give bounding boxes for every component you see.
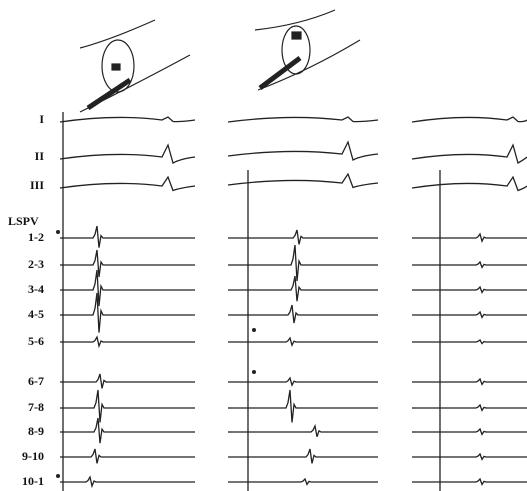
bipole-trace — [60, 475, 195, 489]
surface-trace — [227, 116, 379, 123]
bipole-trace — [228, 304, 378, 324]
bipole-trace — [412, 232, 527, 244]
bipole-trace — [60, 269, 195, 307]
lead-label: 3-4 — [28, 282, 44, 296]
surface-trace — [227, 140, 379, 161]
bipole-trace — [228, 336, 378, 348]
lead-labels: IIIIIILSPV1-22-33-44-55-66-77-88-99-1010… — [8, 112, 44, 488]
bipole-trace — [60, 225, 195, 248]
bipole-trace — [228, 448, 378, 464]
traces — [56, 112, 527, 491]
catheter-sketch-2 — [254, 9, 361, 91]
surface-trace — [411, 116, 527, 123]
surface-trace — [59, 143, 196, 164]
surface-trace — [59, 116, 196, 123]
bipole-trace — [60, 249, 195, 278]
bipole-trace — [228, 423, 378, 438]
bipole-trace — [228, 477, 378, 486]
bipole-trace — [412, 377, 527, 386]
bipole-trace — [412, 339, 527, 345]
marker-dot — [56, 474, 60, 478]
bipole-trace — [412, 427, 527, 436]
bipole-trace — [228, 244, 378, 282]
bipole-trace — [60, 335, 195, 349]
lead-label: 6-7 — [28, 374, 44, 388]
bipole-trace — [228, 376, 378, 388]
lead-label: 5-6 — [28, 334, 44, 348]
bipole-trace — [228, 275, 378, 302]
lead-label: 1-2 — [28, 230, 44, 244]
lead-label: III — [30, 178, 44, 192]
bipole-trace — [60, 448, 195, 464]
bipole-trace — [412, 477, 527, 486]
bipole-trace — [60, 373, 195, 389]
bipole-trace — [60, 389, 195, 423]
bipole-trace — [412, 285, 527, 294]
bipole-trace — [412, 310, 527, 319]
marker-dot — [56, 230, 60, 234]
bipole-trace — [60, 292, 195, 333]
marker-dot — [252, 370, 256, 374]
bipole-trace — [228, 389, 378, 423]
marker-dot — [252, 328, 256, 332]
bipole-trace — [412, 452, 527, 461]
lead-label: 9-10 — [22, 449, 44, 463]
lead-label: 10-1 — [22, 474, 44, 488]
lead-label: 4-5 — [28, 307, 44, 321]
bipole-trace — [228, 229, 378, 245]
bipole-trace — [60, 417, 195, 444]
lead-label: 7-8 — [28, 400, 44, 414]
lead-label: 8-9 — [28, 424, 44, 438]
surface-trace — [227, 172, 379, 189]
lead-label: II — [35, 149, 45, 163]
surface-trace — [411, 175, 527, 192]
surface-trace — [411, 143, 527, 164]
surface-trace — [59, 175, 196, 192]
lead-label: I — [39, 112, 44, 126]
bipole-trace — [412, 403, 527, 412]
lead-label: LSPV — [8, 214, 39, 228]
lead-label: 2-3 — [28, 257, 44, 271]
bipole-trace — [412, 260, 527, 269]
catheter-sketch-1 — [79, 19, 191, 113]
